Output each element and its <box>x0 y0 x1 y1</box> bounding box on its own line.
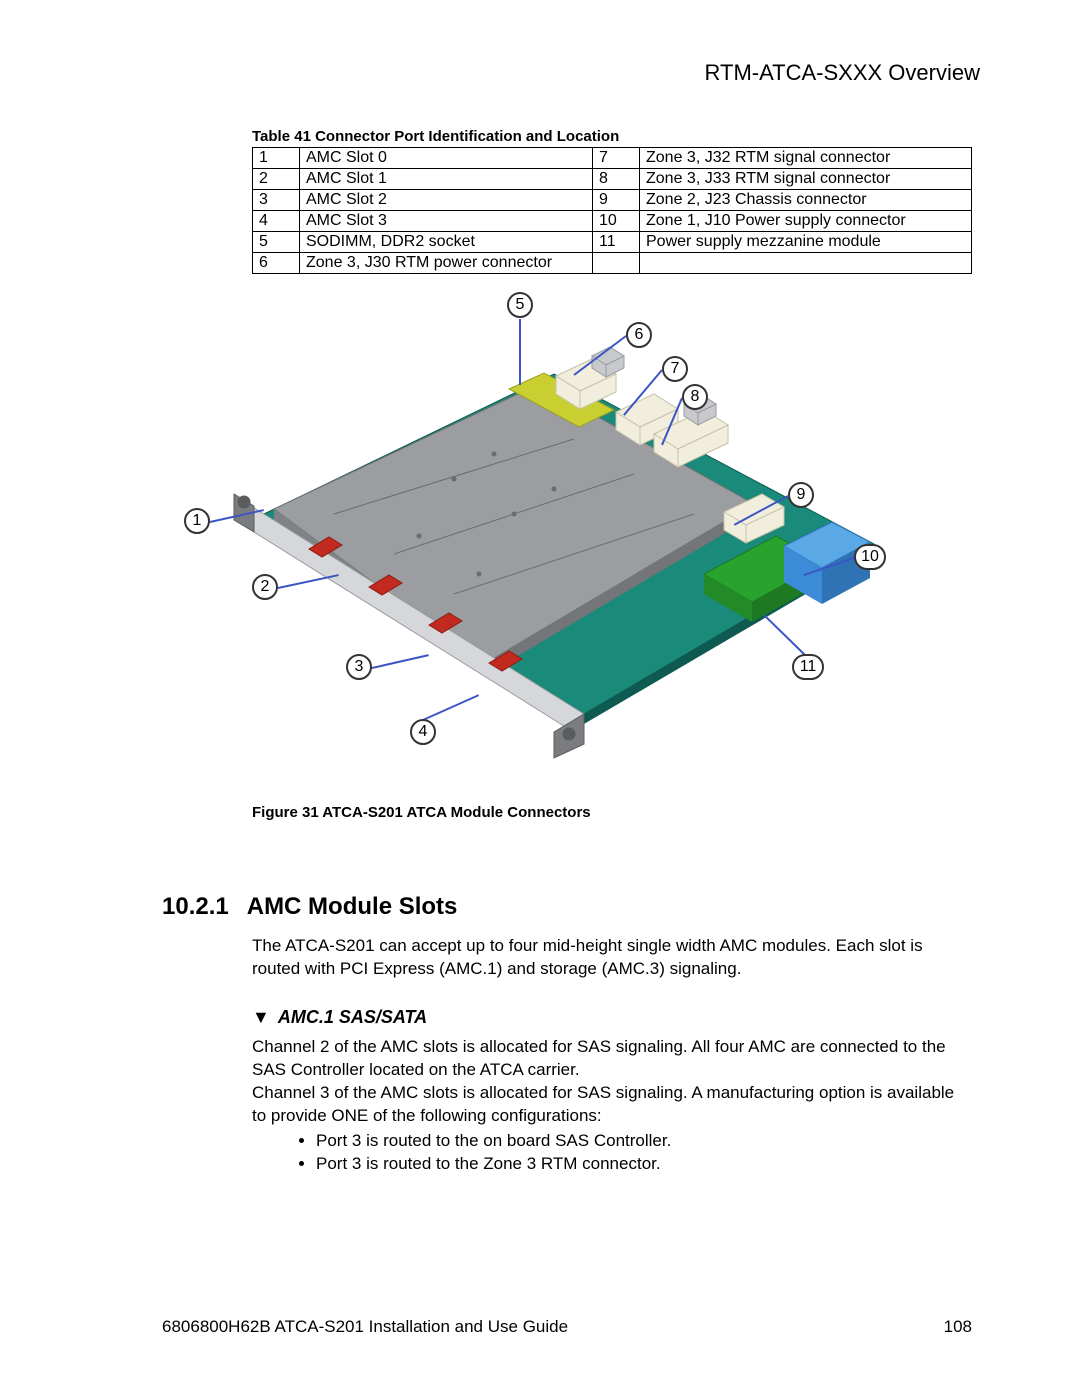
table-cell: 4 <box>253 211 300 232</box>
table-cell: 5 <box>253 232 300 253</box>
table-caption: Table 41 Connector Port Identification a… <box>252 128 972 145</box>
table-cell <box>593 253 640 274</box>
table-row: 4AMC Slot 310Zone 1, J10 Power supply co… <box>253 211 972 232</box>
table-cell: 7 <box>593 148 640 169</box>
section-title: AMC Module Slots <box>247 893 458 920</box>
sub-heading: ▼ AMC.1 SAS/SATA <box>252 1007 972 1028</box>
callout-10: 10 <box>854 544 886 570</box>
footer-page-number: 108 <box>944 1317 972 1337</box>
table-cell: 9 <box>593 190 640 211</box>
table-cell: 1 <box>253 148 300 169</box>
module-diagram: 5 678 9 10 11 4 3 2 1 <box>184 284 896 764</box>
table-cell: 6 <box>253 253 300 274</box>
page-footer: 6806800H62B ATCA-S201 Installation and U… <box>162 1317 972 1337</box>
table-row: 5SODIMM, DDR2 socket11Power supply mezza… <box>253 232 972 253</box>
section-number: 10.2.1 <box>162 893 229 920</box>
bullet-list: Port 3 is routed to the on board SAS Con… <box>252 1130 972 1176</box>
triangle-icon: ▼ <box>252 1007 270 1028</box>
connector-table: 1AMC Slot 07Zone 3, J32 RTM signal conne… <box>252 147 972 274</box>
table-cell: AMC Slot 0 <box>300 148 593 169</box>
callout-5: 5 <box>507 292 533 318</box>
table-cell: Zone 2, J23 Chassis connector <box>640 190 972 211</box>
table-cell: Power supply mezzanine module <box>640 232 972 253</box>
callout-7: 7 <box>662 356 688 382</box>
table-cell: 8 <box>593 169 640 190</box>
callout-9: 9 <box>788 482 814 508</box>
table-row: 1AMC Slot 07Zone 3, J32 RTM signal conne… <box>253 148 972 169</box>
board-svg <box>184 284 896 764</box>
table-cell: 10 <box>593 211 640 232</box>
callout-6: 6 <box>626 322 652 348</box>
page-header: RTM-ATCA-SXXX Overview <box>162 60 980 86</box>
table-cell: 2 <box>253 169 300 190</box>
section-heading: 10.2.1 AMC Module Slots <box>162 893 972 921</box>
table-cell: Zone 3, J32 RTM signal connector <box>640 148 972 169</box>
leader-line <box>519 319 521 385</box>
table-cell <box>640 253 972 274</box>
callout-1: 1 <box>184 508 210 534</box>
table-cell: AMC Slot 2 <box>300 190 593 211</box>
list-item: Port 3 is routed to the Zone 3 RTM conne… <box>316 1153 972 1176</box>
callout-4: 4 <box>410 719 436 745</box>
bullet-list-wrap: Port 3 is routed to the on board SAS Con… <box>252 1130 972 1176</box>
callout-3: 3 <box>346 654 372 680</box>
callout-8: 8 <box>682 384 708 410</box>
connector-table-region: Table 41 Connector Port Identification a… <box>252 128 972 274</box>
sub-heading-text: AMC.1 SAS/SATA <box>278 1007 427 1027</box>
figure-caption: Figure 31 ATCA-S201 ATCA Module Connecto… <box>252 804 972 821</box>
table-cell: Zone 3, J33 RTM signal connector <box>640 169 972 190</box>
table-cell: Zone 3, J30 RTM power connector <box>300 253 593 274</box>
table-cell: Zone 1, J10 Power supply connector <box>640 211 972 232</box>
section-paragraph-3: Channel 3 of the AMC slots is allocated … <box>252 1082 972 1128</box>
table-cell: AMC Slot 3 <box>300 211 593 232</box>
table-cell: 11 <box>593 232 640 253</box>
table-cell: 3 <box>253 190 300 211</box>
footer-doc-id: 6806800H62B ATCA-S201 Installation and U… <box>162 1317 568 1337</box>
section-paragraph-1: The ATCA-S201 can accept up to four mid-… <box>252 935 972 981</box>
table-cell: SODIMM, DDR2 socket <box>300 232 593 253</box>
callout-11: 11 <box>792 654 824 680</box>
section-paragraph-2: Channel 2 of the AMC slots is allocated … <box>252 1036 972 1082</box>
list-item: Port 3 is routed to the on board SAS Con… <box>316 1130 972 1153</box>
callout-2: 2 <box>252 574 278 600</box>
table-cell: AMC Slot 1 <box>300 169 593 190</box>
table-row: 2AMC Slot 18Zone 3, J33 RTM signal conne… <box>253 169 972 190</box>
table-row: 3AMC Slot 29Zone 2, J23 Chassis connecto… <box>253 190 972 211</box>
table-row: 6Zone 3, J30 RTM power connector <box>253 253 972 274</box>
